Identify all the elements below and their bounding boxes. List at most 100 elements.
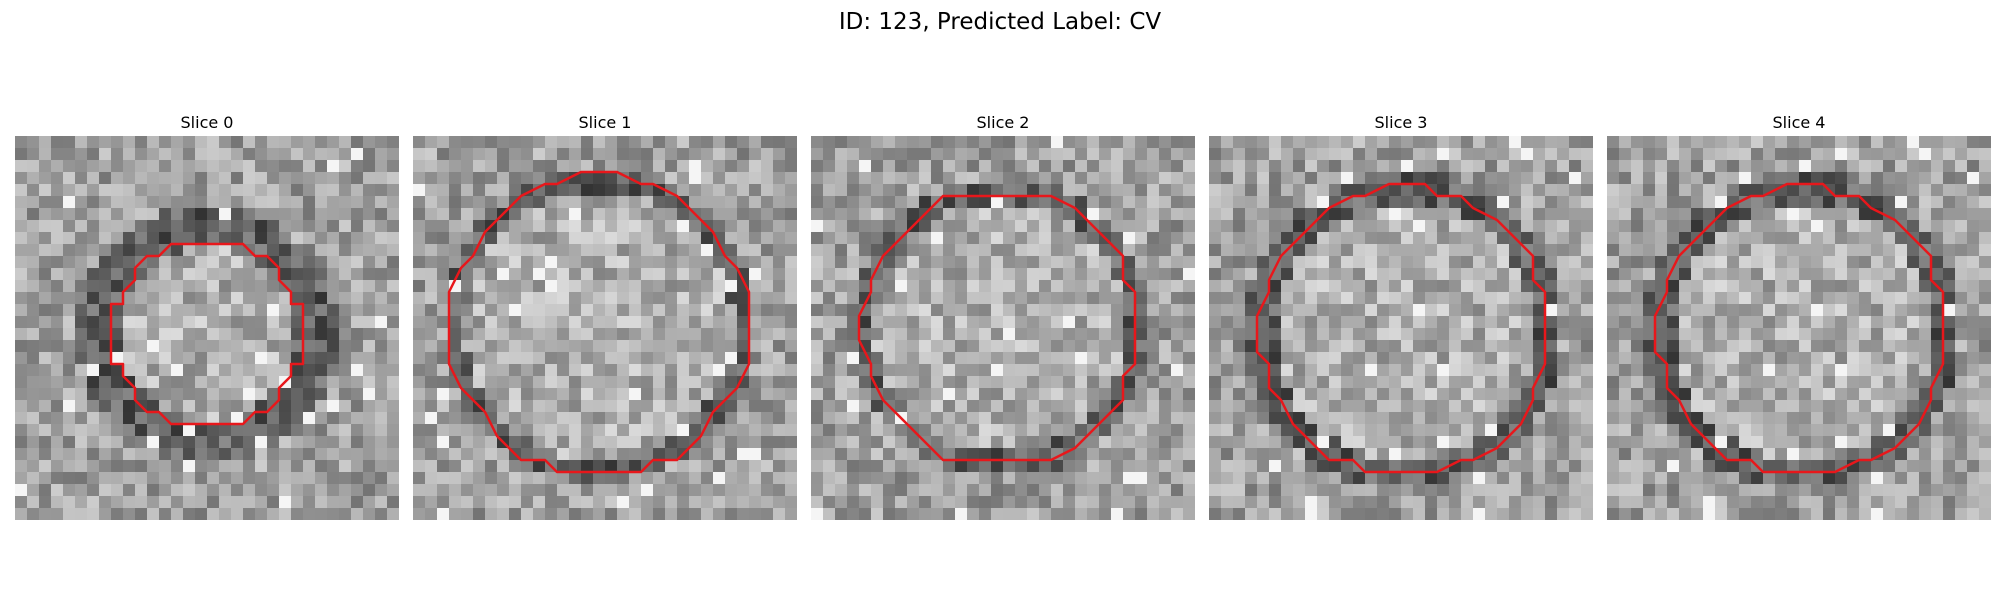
pixel [39,460,52,473]
pixel [375,304,388,317]
pixel [1027,376,1040,389]
pixel [1643,460,1656,473]
pixel [749,280,762,293]
pixel [473,292,486,305]
pixel [1159,388,1172,401]
pixel [1003,328,1016,341]
pixel [1003,292,1016,305]
pixel [1377,268,1390,281]
pixel [1643,232,1656,245]
pixel [231,484,244,497]
pixel [1281,304,1294,317]
pixel [1679,424,1692,437]
pixel [171,148,184,161]
pixel [1775,412,1788,425]
pixel [835,508,848,520]
pixel [1883,244,1896,257]
pixel [231,184,244,197]
pixel [1533,268,1546,281]
pixel [279,244,292,257]
pixel [895,388,908,401]
pixel [1159,184,1172,197]
pixel [1679,196,1692,209]
pixel [1245,364,1258,377]
pixel [713,196,726,209]
pixel [713,436,726,449]
pixel [1003,496,1016,509]
pixel [931,256,944,269]
pixel [1183,448,1195,461]
pixel [147,364,160,377]
pixel [485,280,498,293]
pixel [1715,400,1728,413]
pixel [135,508,148,520]
pixel [1859,220,1872,233]
pixel [737,316,750,329]
pixel [315,268,328,281]
pixel [629,184,642,197]
pixel [701,364,714,377]
pixel [1943,328,1956,341]
pixel [1317,340,1330,353]
pixel [1667,412,1680,425]
pixel [725,232,738,245]
pixel [713,508,726,520]
pixel [1631,148,1644,161]
pixel [1581,304,1593,317]
pixel [315,496,328,509]
pixel [689,472,702,485]
pixel [375,484,388,497]
pixel [1075,376,1088,389]
pixel [605,256,618,269]
pixel [87,220,100,233]
pixel [617,280,630,293]
pixel [1631,364,1644,377]
pixel [773,280,786,293]
pixel [1691,220,1704,233]
pixel [1087,508,1100,520]
pixel [509,412,522,425]
pixel [593,388,606,401]
pixel [617,196,630,209]
pixel [1159,436,1172,449]
pixel [749,460,762,473]
pixel [51,496,64,509]
pixel [1521,292,1534,305]
pixel [931,244,944,257]
pixel [617,388,630,401]
pixel [1233,340,1246,353]
pixel [1329,244,1342,257]
pixel [171,220,184,233]
pixel [1967,340,1980,353]
pixel [1401,352,1414,365]
pixel [919,496,932,509]
pixel [773,196,786,209]
pixel [1449,136,1462,149]
pixel [761,268,774,281]
pixel [291,412,304,425]
pixel [123,184,136,197]
pixel [1449,448,1462,461]
pixel [291,268,304,281]
pixel [267,196,280,209]
pixel [1545,376,1558,389]
pixel [521,328,534,341]
pixel [1727,160,1740,173]
pixel [1171,484,1184,497]
pixel [1183,148,1195,161]
pixel [1631,448,1644,461]
pixel [1787,220,1800,233]
pixel [1811,388,1824,401]
pixel [27,244,40,257]
pixel [195,472,208,485]
pixel [99,400,112,413]
pixel [207,208,220,221]
pixel [1159,484,1172,497]
pixel [725,292,738,305]
pixel [773,508,786,520]
pixel [207,496,220,509]
pixel [883,292,896,305]
pixel [677,508,690,520]
pixel [1257,424,1270,437]
pixel [847,352,860,365]
